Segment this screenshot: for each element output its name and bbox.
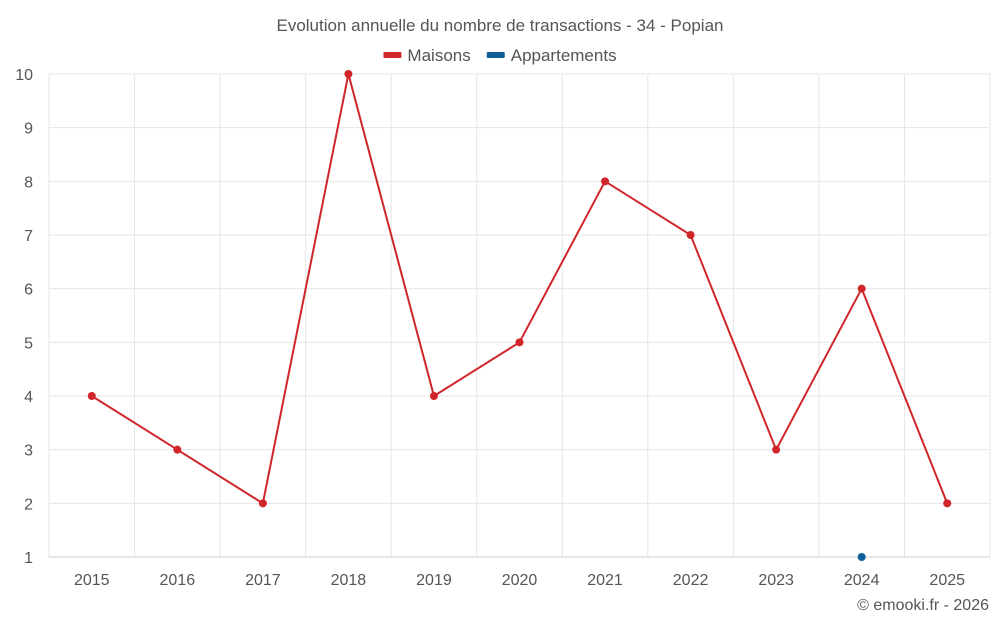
- y-tick-label: 4: [24, 389, 33, 406]
- legend-item-maisons[interactable]: Maisons: [383, 46, 471, 65]
- data-point[interactable]: [87, 392, 96, 400]
- x-tick-label: 2017: [245, 572, 281, 589]
- x-tick-label: 2025: [929, 572, 965, 589]
- x-tick-label: 2024: [844, 572, 880, 589]
- x-gridlines: [48, 74, 991, 557]
- data-point[interactable]: [686, 231, 695, 239]
- series-layer: [87, 70, 952, 561]
- legend: Maisons Appartements: [383, 46, 617, 65]
- legend-swatch: [486, 52, 505, 58]
- data-point[interactable]: [857, 284, 866, 293]
- legend-item-appartements[interactable]: Appartements: [486, 46, 617, 65]
- data-point[interactable]: [258, 499, 267, 508]
- x-tick-label: 2016: [160, 572, 196, 589]
- y-axis-tick-labels: 1 2 3 4 5 6 7 8 9 10: [15, 67, 33, 567]
- legend-label: Maisons: [407, 46, 470, 65]
- y-tick-label: 7: [24, 228, 33, 245]
- y-tick-label: 3: [24, 443, 33, 460]
- data-point[interactable]: [515, 338, 524, 347]
- series-appartements: [857, 553, 866, 561]
- y-gridlines: [49, 73, 990, 504]
- x-tick-label: 2019: [416, 572, 452, 589]
- data-point[interactable]: [344, 70, 353, 78]
- legend-label: Appartements: [511, 46, 617, 65]
- y-tick-label: 10: [15, 67, 33, 84]
- data-point[interactable]: [601, 177, 610, 186]
- x-tick-label: 2015: [74, 572, 110, 589]
- y-tick-label: 8: [24, 174, 33, 191]
- x-tick-label: 2018: [331, 572, 367, 589]
- data-point[interactable]: [173, 445, 182, 454]
- chart-title: Evolution annuelle du nombre de transact…: [276, 16, 723, 35]
- x-tick-label: 2020: [502, 572, 538, 589]
- data-point[interactable]: [857, 553, 866, 561]
- x-tick-label: 2022: [673, 572, 709, 589]
- credit-text: © emooki.fr - 2026: [857, 597, 989, 614]
- x-tick-label: 2023: [758, 572, 794, 589]
- x-tick-label: 2021: [587, 572, 623, 589]
- y-tick-label: 6: [24, 282, 33, 299]
- data-point[interactable]: [772, 445, 781, 454]
- y-tick-label: 2: [24, 496, 33, 513]
- series-maisons: [87, 70, 952, 508]
- data-point[interactable]: [943, 499, 952, 508]
- legend-swatch: [383, 52, 402, 58]
- y-tick-label: 1: [24, 550, 33, 567]
- data-point[interactable]: [429, 392, 438, 400]
- y-tick-label: 5: [24, 335, 33, 352]
- x-axis-tick-labels: 2015 2016 2017 2018 2019 2020 2021 2022 2023 2024…: [74, 572, 965, 589]
- y-tick-label: 9: [24, 121, 33, 138]
